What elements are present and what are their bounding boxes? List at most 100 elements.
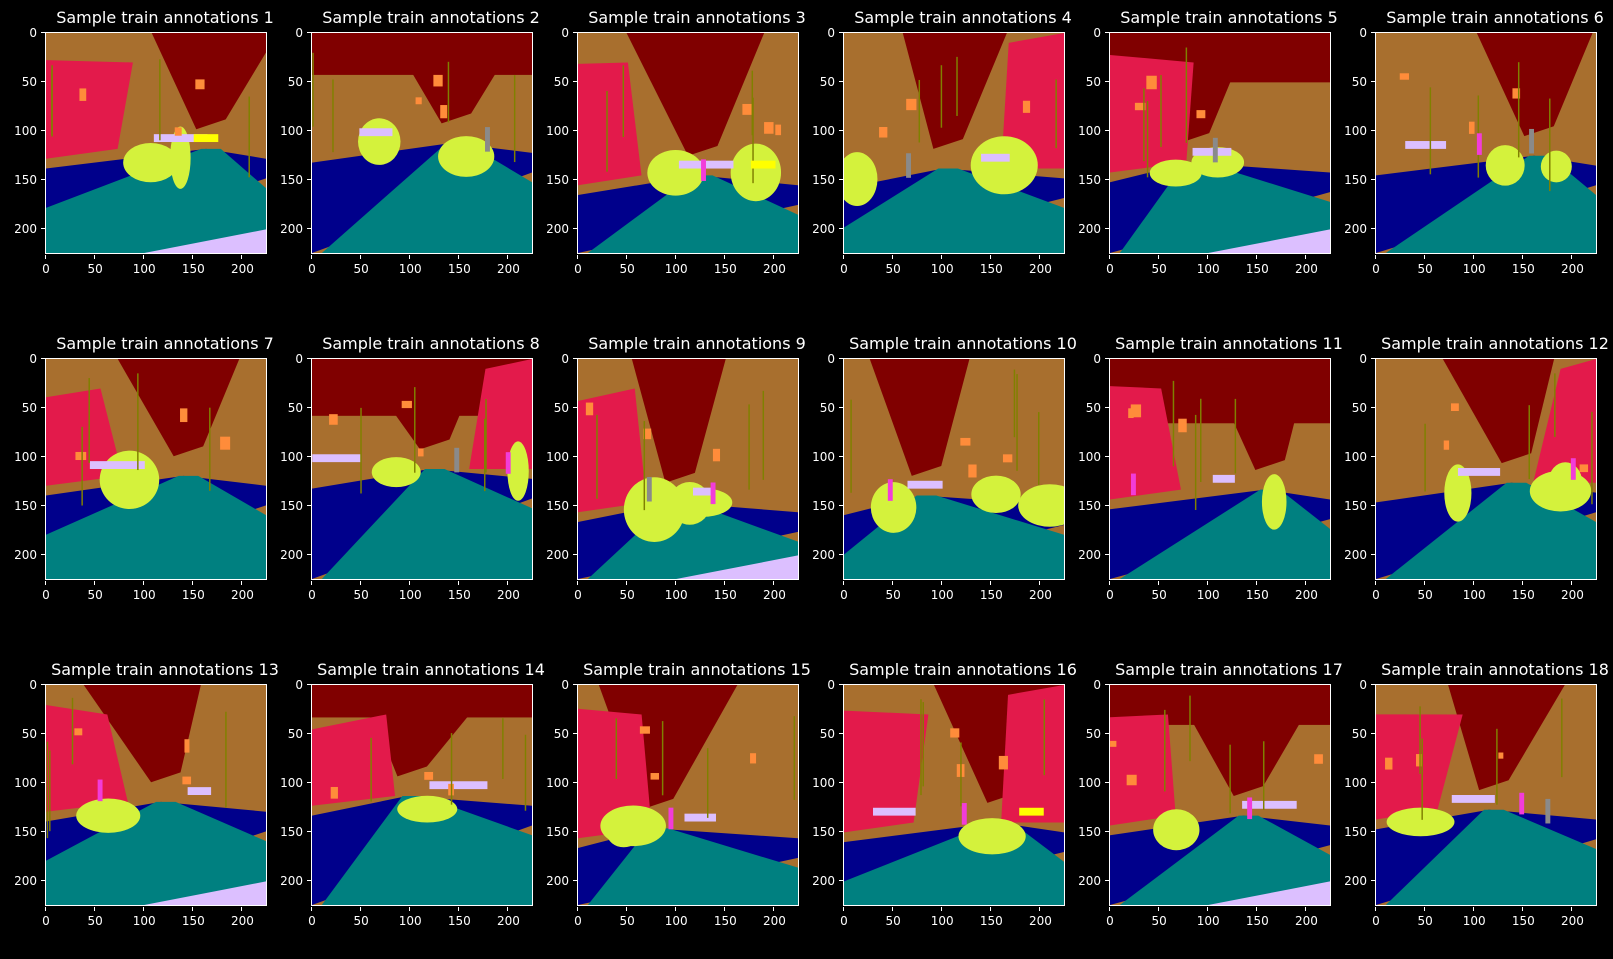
annotation-panel: Sample train annotations 2 0 0 50 50 100 100 15…: [280, 7, 551, 307]
y-tick-label: 200: [795, 874, 843, 888]
y-tick-label: 100: [795, 124, 843, 138]
y-tick-label: 200: [795, 222, 843, 236]
y-tick-label: 50: [529, 75, 577, 89]
panel-title: Sample train annotations 4: [854, 8, 1072, 27]
x-tick-label: 0: [1090, 581, 1130, 602]
x-tick-label: 100: [922, 255, 962, 276]
y-tick-label: 100: [0, 450, 45, 464]
y-tick-label: 100: [0, 776, 45, 790]
y-tick-label: 0: [1061, 26, 1109, 40]
annotation-panel: Sample train annotations 7 0 0 50 50 100 100 15…: [14, 333, 285, 633]
segmentation-mask: [843, 358, 1065, 580]
y-tick-label: 150: [795, 499, 843, 513]
x-tick-label: 50: [75, 907, 115, 928]
y-tick-label: 150: [0, 173, 45, 187]
x-tick-label: 150: [1237, 581, 1277, 602]
annotation-panel: Sample train annotations 16 0 0 50 50 100 100 1…: [812, 659, 1083, 959]
x-tick-label: 100: [656, 255, 696, 276]
x-tick-label: 50: [873, 907, 913, 928]
x-tick-label: 100: [656, 907, 696, 928]
segmentation-mask-image: [1376, 359, 1596, 579]
y-tick-label: 100: [1061, 450, 1109, 464]
x-tick-label: 50: [1139, 255, 1179, 276]
x-tick-label: 100: [124, 581, 164, 602]
x-tick-label: 50: [1405, 581, 1445, 602]
x-tick-label: 200: [222, 581, 262, 602]
x-tick-label: 150: [971, 255, 1011, 276]
x-tick-label: 150: [439, 255, 479, 276]
y-tick-label: 100: [529, 776, 577, 790]
segmentation-mask: [1109, 358, 1331, 580]
x-tick-label: 100: [1188, 255, 1228, 276]
x-tick-label: 50: [1139, 907, 1179, 928]
y-tick-label: 50: [795, 727, 843, 741]
segmentation-mask: [1109, 32, 1331, 254]
x-tick-label: 200: [1552, 255, 1592, 276]
x-tick-label: 100: [124, 255, 164, 276]
panel-title: Sample train annotations 10: [849, 334, 1077, 353]
y-tick-label: 0: [529, 26, 577, 40]
x-tick-label: 50: [75, 255, 115, 276]
x-tick-label: 100: [922, 907, 962, 928]
y-tick-label: 150: [529, 825, 577, 839]
segmentation-mask: [311, 32, 533, 254]
y-tick-label: 100: [1327, 450, 1375, 464]
x-tick-label: 150: [439, 581, 479, 602]
annotation-panel: Sample train annotations 8 0 0 50 50 100 100 15…: [280, 333, 551, 633]
y-tick-label: 150: [1061, 499, 1109, 513]
y-tick-label: 100: [529, 450, 577, 464]
y-tick-label: 0: [1327, 26, 1375, 40]
x-tick-label: 50: [607, 581, 647, 602]
annotation-panel: Sample train annotations 18 0 0 50 50 100 100 1…: [1344, 659, 1613, 959]
x-tick-label: 50: [1405, 255, 1445, 276]
x-tick-label: 150: [173, 255, 213, 276]
x-tick-label: 0: [1356, 581, 1396, 602]
x-tick-label: 150: [971, 581, 1011, 602]
x-tick-label: 100: [656, 581, 696, 602]
annotation-grid: Sample train annotations 1 0 0 50 50 100 100 15…: [0, 7, 1609, 928]
y-tick-label: 150: [1327, 499, 1375, 513]
annotation-panel: Sample train annotations 13 0 0 50 50 100 100 1…: [14, 659, 285, 959]
y-tick-label: 0: [795, 26, 843, 40]
x-tick-label: 50: [341, 581, 381, 602]
x-tick-label: 200: [1286, 907, 1326, 928]
panel-title: Sample train annotations 14: [317, 660, 545, 679]
y-tick-label: 200: [795, 548, 843, 562]
segmentation-mask: [1375, 684, 1597, 906]
x-tick-label: 0: [292, 907, 332, 928]
y-tick-label: 0: [1327, 352, 1375, 366]
annotation-panel: Sample train annotations 14 0 0 50 50 100 100 1…: [280, 659, 551, 959]
y-tick-label: 200: [263, 548, 311, 562]
y-tick-label: 150: [529, 499, 577, 513]
x-tick-label: 150: [439, 907, 479, 928]
x-tick-label: 150: [705, 255, 745, 276]
y-tick-label: 50: [1327, 401, 1375, 415]
x-tick-label: 0: [558, 907, 598, 928]
y-tick-label: 0: [529, 352, 577, 366]
panel-title: Sample train annotations 16: [849, 660, 1077, 679]
y-tick-label: 200: [529, 222, 577, 236]
y-tick-label: 200: [263, 222, 311, 236]
x-tick-label: 0: [1090, 907, 1130, 928]
annotation-panel: Sample train annotations 11 0 0 50 50 100 100 1…: [1078, 333, 1349, 633]
x-tick-label: 150: [1503, 907, 1543, 928]
x-tick-label: 200: [754, 907, 794, 928]
x-tick-label: 0: [1356, 907, 1396, 928]
segmentation-mask: [843, 32, 1065, 254]
annotation-panel: Sample train annotations 3 0 0 50 50 100 100 15…: [546, 7, 817, 307]
y-tick-label: 150: [529, 173, 577, 187]
y-tick-label: 100: [0, 124, 45, 138]
y-tick-label: 150: [1327, 825, 1375, 839]
segmentation-mask: [1109, 684, 1331, 906]
y-tick-label: 200: [1327, 548, 1375, 562]
y-tick-label: 150: [1061, 825, 1109, 839]
y-tick-label: 50: [529, 727, 577, 741]
x-tick-label: 150: [971, 907, 1011, 928]
x-tick-label: 50: [341, 907, 381, 928]
panel-title: Sample train annotations 15: [583, 660, 811, 679]
panel-title: Sample train annotations 12: [1381, 334, 1609, 353]
y-tick-label: 0: [263, 352, 311, 366]
panel-title: Sample train annotations 5: [1120, 8, 1338, 27]
x-tick-label: 50: [75, 581, 115, 602]
segmentation-mask: [577, 684, 799, 906]
